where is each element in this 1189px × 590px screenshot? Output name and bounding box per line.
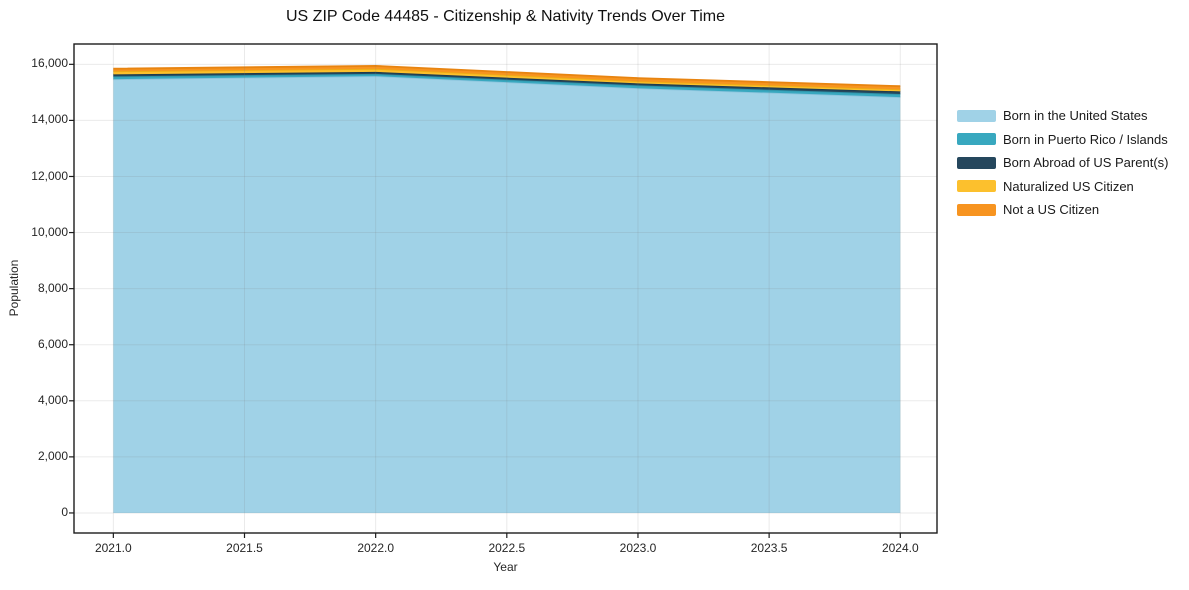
x-axis-label: Year (493, 560, 518, 574)
y-tick-label: 2,000 (37, 448, 68, 463)
legend-label: Born in Puerto Rico / Islands (1003, 131, 1168, 147)
area-edge-series-4 (113, 65, 901, 88)
y-tick-label: 14,000 (31, 112, 68, 127)
x-tick-label: 2022.5 (488, 541, 526, 555)
x-tick-label: 2024.0 (881, 541, 919, 555)
legend-item: Born in Puerto Rico / Islands (957, 128, 1168, 152)
plot-border (73, 43, 938, 534)
chart-title: US ZIP Code 44485 - Citizenship & Nativi… (286, 8, 725, 25)
y-tick-label: 8,000 (37, 280, 68, 295)
x-tick-label: 2021.0 (94, 541, 132, 555)
y-tick-label: 6,000 (37, 336, 68, 351)
y-tick-label: 0 (61, 505, 68, 519)
legend-item: Born Abroad of US Parent(s) (957, 151, 1168, 175)
legend-label: Naturalized US Citizen (1003, 178, 1134, 194)
legend-swatch (957, 133, 996, 146)
legend-item: Born in the United States (957, 104, 1168, 128)
legend-label: Born in the United States (1003, 108, 1148, 124)
legend-swatch (957, 180, 996, 193)
y-tick-label: 16,000 (31, 56, 68, 71)
legend-item: Not a US Citizen (957, 198, 1168, 222)
legend-item: Naturalized US Citizen (957, 175, 1168, 199)
y-tick-label: 10,000 (31, 224, 68, 239)
legend-swatch (957, 203, 996, 216)
y-tick-label: 4,000 (37, 392, 68, 407)
y-tick-label: 12,000 (31, 168, 68, 183)
legend-label: Not a US Citizen (1003, 202, 1100, 218)
x-tick-label: 2021.5 (226, 541, 263, 555)
x-tick-label: 2022.0 (357, 541, 395, 555)
legend-swatch (957, 109, 996, 122)
legend-label: Born Abroad of US Parent(s) (1003, 155, 1169, 171)
legend: Born in the United States Born in Puerto … (957, 104, 1168, 222)
area-series-0 (113, 76, 901, 513)
legend-swatch (957, 156, 996, 169)
x-tick-label: 2023.0 (619, 541, 657, 555)
x-tick-label: 2023.5 (750, 541, 788, 555)
